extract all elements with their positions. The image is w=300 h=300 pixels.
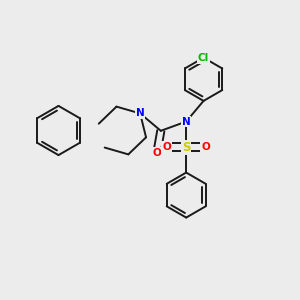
Text: O: O [162, 142, 171, 152]
Text: O: O [152, 148, 161, 158]
Text: N: N [136, 108, 145, 118]
Text: O: O [201, 142, 210, 152]
Text: N: N [182, 117, 190, 127]
Text: S: S [182, 141, 190, 154]
Text: Cl: Cl [198, 53, 209, 63]
